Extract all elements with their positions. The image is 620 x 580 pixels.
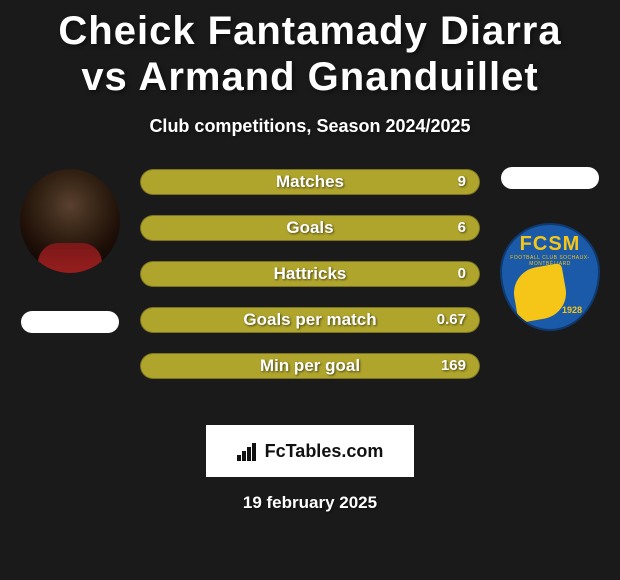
stat-label: Hattricks <box>140 261 480 287</box>
barchart-icon <box>237 441 259 461</box>
stat-bar: Hattricks 0 <box>140 261 480 287</box>
stat-value: 9 <box>458 169 466 195</box>
subtitle: Club competitions, Season 2024/2025 <box>0 116 620 137</box>
brand-box: FcTables.com <box>206 425 414 477</box>
stat-label: Matches <box>140 169 480 195</box>
club-badge: FCSM FOOTBALL CLUB SOCHAUX-MONTBÉLIARD 1… <box>500 223 600 331</box>
club-year: 1928 <box>562 305 582 315</box>
player-right-pill <box>501 167 599 189</box>
stat-label: Min per goal <box>140 353 480 379</box>
comparison-card: Cheick Fantamady Diarra vs Armand Gnandu… <box>0 0 620 580</box>
stat-bar: Matches 9 <box>140 169 480 195</box>
stat-bar: Goals 6 <box>140 215 480 241</box>
player-left-column <box>10 167 130 407</box>
page-title: Cheick Fantamady Diarra vs Armand Gnandu… <box>0 8 620 100</box>
stat-row-gpm: Goals per match 0.67 <box>140 307 480 333</box>
stat-value: 6 <box>458 215 466 241</box>
stat-row-goals: Goals 6 <box>140 215 480 241</box>
player-photo <box>20 169 120 273</box>
brand-text: FcTables.com <box>265 441 384 462</box>
stat-bar: Goals per match 0.67 <box>140 307 480 333</box>
stat-label: Goals <box>140 215 480 241</box>
stat-row-hattricks: Hattricks 0 <box>140 261 480 287</box>
stat-bar: Min per goal 169 <box>140 353 480 379</box>
stat-row-mpg: Min per goal 169 <box>140 353 480 379</box>
shield-icon: FCSM FOOTBALL CLUB SOCHAUX-MONTBÉLIARD 1… <box>500 223 600 331</box>
middle-section: FCSM FOOTBALL CLUB SOCHAUX-MONTBÉLIARD 1… <box>0 167 620 407</box>
stats-list: Matches 9 Goals 6 Hattricks 0 <box>140 169 480 399</box>
stat-value: 0 <box>458 261 466 287</box>
player-left-pill <box>21 311 119 333</box>
club-abbr: FCSM <box>512 233 588 256</box>
stat-value: 169 <box>441 353 466 379</box>
stat-row-matches: Matches 9 <box>140 169 480 195</box>
player-right-column: FCSM FOOTBALL CLUB SOCHAUX-MONTBÉLIARD 1… <box>490 167 610 407</box>
date-label: 19 february 2025 <box>0 493 620 513</box>
club-fullname: FOOTBALL CLUB SOCHAUX-MONTBÉLIARD <box>502 255 598 265</box>
stat-value: 0.67 <box>437 307 466 333</box>
stat-label: Goals per match <box>140 307 480 333</box>
